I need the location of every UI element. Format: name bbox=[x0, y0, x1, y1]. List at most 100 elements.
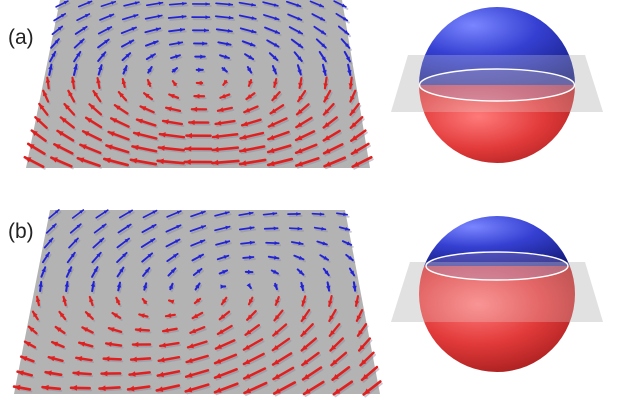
spin-arrow-head bbox=[165, 313, 172, 318]
spin-arrow-head bbox=[169, 299, 175, 305]
spin-arrow-head bbox=[297, 43, 303, 48]
spin-arrow-head bbox=[35, 296, 41, 302]
spin-arrow-head bbox=[82, 327, 89, 333]
spin-arrow-head bbox=[106, 27, 112, 31]
spin-arrow-head bbox=[144, 268, 150, 273]
spin-arrow-head bbox=[333, 388, 341, 395]
spin-arrow-shadow bbox=[191, 226, 208, 235]
panel-b-spin-arrows bbox=[12, 209, 383, 398]
spin-arrow-head bbox=[17, 370, 24, 376]
spin-arrow-shadow bbox=[220, 95, 232, 101]
spin-arrow-shadow bbox=[276, 298, 282, 308]
spin-arrow-shadow bbox=[268, 146, 293, 156]
spin-arrow-shadow bbox=[216, 4, 235, 8]
spin-arrow-head bbox=[185, 386, 193, 393]
spin-arrow-head bbox=[227, 28, 232, 33]
spin-arrow-head bbox=[70, 252, 75, 258]
spin-arrow-head bbox=[118, 92, 124, 98]
spin-arrow-head bbox=[190, 328, 197, 334]
spin-arrow-shadow bbox=[274, 383, 298, 397]
spin-arrow-head bbox=[101, 224, 106, 229]
spin-arrow-head bbox=[273, 42, 279, 47]
spin-arrow-shadow bbox=[74, 52, 83, 65]
spin-arrow-shadow bbox=[296, 132, 317, 143]
spin-arrow-head bbox=[150, 54, 155, 59]
spin-arrow-shadow bbox=[145, 29, 163, 36]
spin-arrow-shadow bbox=[49, 210, 62, 222]
spin-arrow-head bbox=[134, 1, 139, 5]
spin-arrow-head bbox=[301, 330, 307, 336]
spin-arrow-head bbox=[64, 281, 70, 287]
spin-arrow-head bbox=[133, 14, 138, 18]
spin-arrow-shadow bbox=[269, 119, 289, 130]
spin-arrow-head bbox=[68, 90, 73, 97]
spin-arrow-head bbox=[251, 2, 256, 7]
spin-arrow-head bbox=[80, 144, 87, 150]
spin-arrow-shadow bbox=[159, 148, 187, 154]
spin-arrow-shadow bbox=[218, 108, 235, 114]
spin-arrow-head bbox=[24, 341, 31, 347]
spin-arrow-shadow bbox=[99, 66, 105, 78]
spin-arrow-shadow bbox=[73, 211, 86, 221]
spin-arrow-shadow bbox=[265, 28, 282, 37]
spin-arrow-head bbox=[351, 148, 359, 154]
spin-arrow-shadow bbox=[71, 225, 84, 236]
spin-arrow-shadow bbox=[98, 53, 108, 65]
spin-arrow-head bbox=[196, 80, 202, 86]
spin-arrow-head bbox=[244, 107, 251, 113]
spin-arrow-head bbox=[60, 117, 67, 123]
spin-arrow-head bbox=[296, 122, 303, 128]
spin-arrow-shadow bbox=[118, 268, 126, 280]
spin-arrow-head bbox=[220, 284, 226, 289]
spin-arrow-shadow bbox=[74, 65, 80, 78]
spin-arrow-shadow bbox=[56, 2, 71, 10]
spin-arrow-shadow bbox=[142, 254, 155, 265]
spin-arrow-shadow bbox=[66, 282, 70, 295]
spin-arrow-head bbox=[87, 1, 92, 5]
spin-arrow-shadow bbox=[265, 229, 281, 232]
spin-arrow-shadow bbox=[329, 297, 335, 309]
spin-arrow-head bbox=[140, 106, 147, 111]
spin-arrow-head bbox=[73, 64, 78, 70]
spin-arrow-head bbox=[128, 210, 133, 214]
spin-arrow-head bbox=[248, 80, 253, 86]
spin-arrow-shadow bbox=[43, 253, 52, 266]
spin-arrow-head bbox=[181, 14, 186, 19]
spin-arrow-shadow bbox=[187, 356, 211, 366]
spin-arrow-shadow bbox=[167, 212, 184, 220]
spin-arrow-head bbox=[324, 148, 331, 154]
spin-arrow-head bbox=[215, 344, 222, 349]
spin-arrow-head bbox=[221, 298, 227, 305]
spin-arrow-shadow bbox=[215, 370, 240, 381]
spin-arrow-shadow bbox=[191, 241, 207, 249]
spin-arrow-head bbox=[242, 121, 249, 127]
spin-arrow-head bbox=[323, 122, 330, 128]
spin-arrow-head bbox=[247, 314, 253, 320]
spin-arrow-shadow bbox=[247, 312, 259, 323]
spin-arrow-head bbox=[130, 158, 138, 164]
spin-arrow-shadow bbox=[304, 383, 326, 397]
panel-a-spin-arrows bbox=[23, 0, 374, 170]
spin-arrow-head bbox=[198, 254, 204, 259]
spin-arrow-shadow bbox=[273, 354, 294, 368]
spin-arrow-head bbox=[273, 81, 278, 87]
spin-arrow-head bbox=[128, 385, 135, 392]
spin-arrow-head bbox=[246, 94, 252, 100]
spin-arrow-shadow bbox=[147, 55, 158, 63]
spin-arrow-head bbox=[324, 270, 329, 276]
spin-arrow-shadow bbox=[273, 339, 292, 354]
spin-arrow-head bbox=[240, 134, 247, 140]
spin-arrow-head bbox=[131, 27, 137, 31]
spin-arrow-shadow bbox=[158, 161, 187, 167]
spin-arrow-head bbox=[48, 238, 53, 243]
spin-arrow-shadow bbox=[50, 52, 58, 65]
spin-arrow-head bbox=[170, 268, 176, 274]
spin-arrow-shadow bbox=[215, 384, 240, 396]
spin-arrow-head bbox=[77, 157, 85, 163]
spin-arrow-shadow bbox=[352, 144, 371, 157]
spin-arrow-shadow bbox=[246, 326, 262, 338]
spin-arrow-head bbox=[297, 69, 302, 75]
spin-arrow-head bbox=[31, 130, 38, 137]
spin-arrow-head bbox=[41, 267, 46, 273]
